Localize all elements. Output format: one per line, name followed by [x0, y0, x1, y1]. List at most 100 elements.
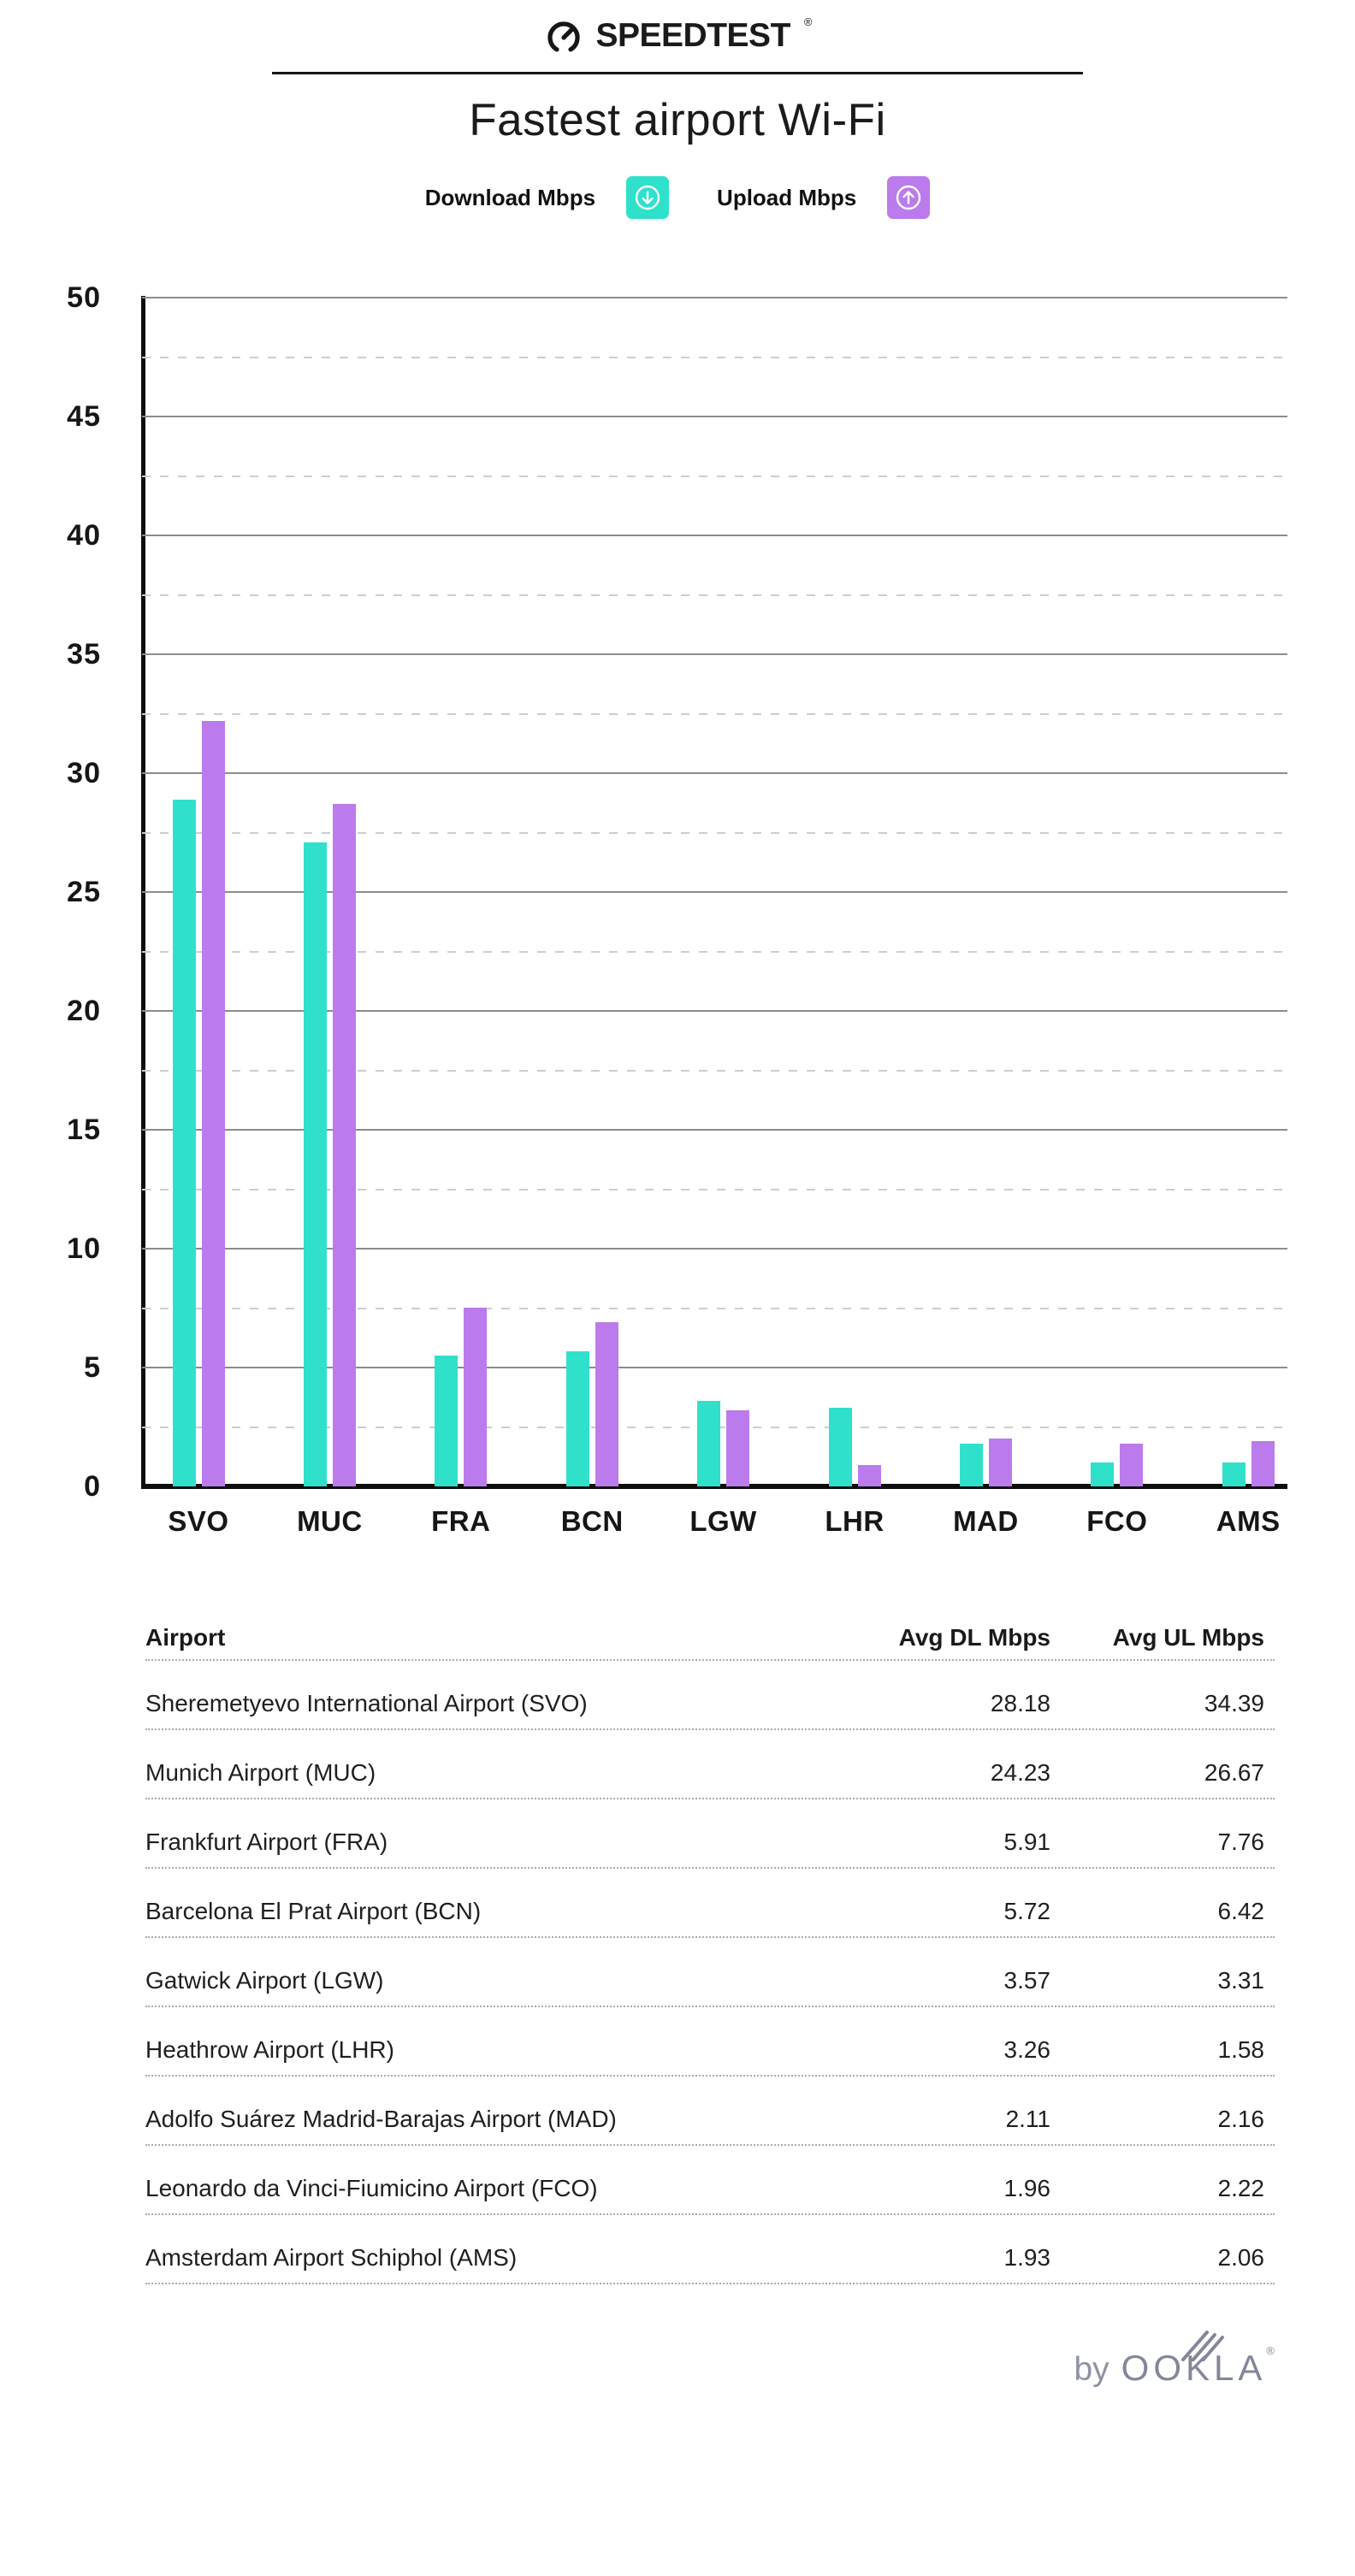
table-row: Gatwick Airport (LGW) 3.57 3.31 [145, 1938, 1275, 2007]
ul-value-cell: 1.58 [1217, 2036, 1265, 2063]
y-tick-label: 25 [67, 876, 101, 908]
gridline-major [142, 772, 1287, 774]
upload-icon [887, 176, 931, 219]
ul-value-cell: 6.42 [1217, 1898, 1265, 1924]
upload-bar-ams [1251, 1441, 1275, 1486]
table-row: Leonardo da Vinci-Fiumicino Airport (FCO… [145, 2146, 1275, 2215]
ul-value-cell: 2.22 [1217, 2175, 1265, 2201]
gridline-minor [142, 712, 1287, 715]
legend-upload: Upload Mbps [717, 176, 931, 219]
bar-group-lgw [697, 1401, 750, 1486]
upload-bar-lhr [857, 1465, 881, 1486]
download-bar-bcn [565, 1351, 589, 1486]
download-bar-lgw [697, 1401, 721, 1486]
x-tick-label-bcn: BCN [560, 1505, 624, 1537]
dl-value-cell: 3.57 [1003, 1967, 1051, 1994]
table-row: Adolfo Suárez Madrid-Barajas Airport (MA… [145, 2077, 1275, 2146]
speedtest-logo: SPEEDTEST ® [0, 14, 1355, 58]
gridline-minor [142, 1307, 1287, 1309]
airport-name-cell: Leonardo da Vinci-Fiumicino Airport (FCO… [145, 2175, 598, 2201]
byline-by: by [1074, 2351, 1109, 2388]
bar-group-bcn [565, 1322, 618, 1486]
gridline-major [142, 1248, 1287, 1250]
gridline-minor [142, 594, 1287, 596]
table-row: Barcelona El Prat Airport (BCN) 5.72 6.42 [145, 1869, 1275, 1938]
airport-name-cell: Heathrow Airport (LHR) [145, 2036, 394, 2063]
table-header-row: Airport Avg DL Mbps Avg UL Mbps [145, 1611, 1275, 1661]
chart-legend: Download Mbps Upload Mbps [0, 176, 1355, 219]
download-bar-fco [1091, 1462, 1115, 1486]
ookla-byline: by OOKLA ® [1074, 2331, 1275, 2389]
legend-upload-label: Upload Mbps [717, 184, 857, 210]
dl-value-cell: 5.91 [1003, 1829, 1051, 1855]
y-tick-label: 15 [67, 1114, 101, 1146]
table-header-avg-dl: Avg DL Mbps [898, 1624, 1050, 1651]
gridline-minor [142, 1069, 1287, 1072]
header-divider [272, 72, 1083, 74]
download-icon [626, 176, 670, 219]
table-row: Frankfurt Airport (FRA) 5.91 7.76 [145, 1799, 1275, 1869]
table-row: Amsterdam Airport Schiphol (AMS) 1.93 2.06 [145, 2215, 1275, 2284]
bar-group-ams [1222, 1441, 1275, 1486]
gridline-minor [142, 950, 1287, 953]
x-tick-label-fra: FRA [431, 1505, 491, 1537]
gridline-minor [142, 831, 1287, 834]
gridline-major [142, 1129, 1287, 1131]
x-tick-label-lhr: LHR [825, 1505, 885, 1537]
gridline-minor [142, 475, 1287, 477]
airport-name-cell: Munich Airport (MUC) [145, 1759, 376, 1786]
brand-trademark: ® [803, 15, 813, 28]
y-tick-label: 50 [67, 281, 101, 314]
upload-bar-lgw [726, 1410, 750, 1486]
ookla-trademark: ® [1266, 2344, 1275, 2357]
airport-name-cell: Adolfo Suárez Madrid-Barajas Airport (MA… [145, 2106, 617, 2132]
y-tick-label: 40 [67, 519, 101, 552]
plot-area [141, 296, 1287, 1489]
y-tick-label: 30 [67, 757, 101, 789]
download-bar-lhr [828, 1408, 852, 1486]
gridline-major [142, 1367, 1287, 1368]
dl-value-cell: 2.11 [1005, 2106, 1050, 2132]
ul-value-cell: 7.76 [1217, 1829, 1265, 1855]
upload-bar-fco [1120, 1444, 1144, 1486]
ul-value-cell: 2.06 [1217, 2244, 1265, 2271]
y-tick-label: 45 [67, 400, 101, 433]
brand-wordmark: SPEEDTEST [595, 17, 791, 54]
ul-value-cell: 34.39 [1204, 1690, 1264, 1716]
ookla-logo: OOKLA ® [1121, 2331, 1275, 2389]
y-tick-label: 0 [84, 1470, 101, 1503]
ul-value-cell: 3.31 [1217, 1967, 1265, 1994]
table-row: Sheremetyevo International Airport (SVO)… [145, 1661, 1275, 1730]
ookla-wordmark: OOKLA [1121, 2348, 1267, 2388]
x-tick-label-mad: MAD [953, 1505, 1019, 1537]
download-bar-svo [172, 800, 196, 1486]
download-bar-muc [303, 842, 327, 1486]
bar-group-muc [303, 804, 356, 1486]
download-bar-mad [959, 1444, 983, 1486]
gridline-major [142, 535, 1287, 536]
airport-table: Airport Avg DL Mbps Avg UL Mbps Sheremetyev… [145, 1611, 1275, 2284]
bar-group-lhr [828, 1408, 881, 1486]
table-row: Heathrow Airport (LHR) 3.26 1.58 [145, 2007, 1275, 2077]
gridline-major [142, 891, 1287, 893]
x-tick-label-ams: AMS [1216, 1505, 1281, 1537]
gridline-major [142, 297, 1287, 298]
bar-group-mad [959, 1439, 1012, 1486]
y-tick-label: 35 [67, 638, 101, 671]
speedtest-gauge-icon [547, 21, 580, 52]
table-row: Munich Airport (MUC) 24.23 26.67 [145, 1730, 1275, 1799]
table-header-avg-ul: Avg UL Mbps [1112, 1624, 1264, 1651]
dl-value-cell: 5.72 [1003, 1898, 1051, 1924]
dl-value-cell: 1.93 [1003, 2244, 1051, 2271]
airport-name-cell: Gatwick Airport (LGW) [145, 1967, 384, 1994]
upload-bar-svo [201, 721, 225, 1486]
dl-value-cell: 24.23 [990, 1759, 1050, 1786]
gridline-major [142, 1010, 1287, 1012]
legend-download: Download Mbps [425, 176, 670, 219]
x-tick-label-svo: SVO [168, 1505, 229, 1537]
airport-name-cell: Frankfurt Airport (FRA) [145, 1829, 388, 1855]
dl-value-cell: 3.26 [1003, 2036, 1051, 2063]
upload-bar-bcn [595, 1322, 618, 1486]
dl-value-cell: 1.96 [1003, 2175, 1051, 2201]
